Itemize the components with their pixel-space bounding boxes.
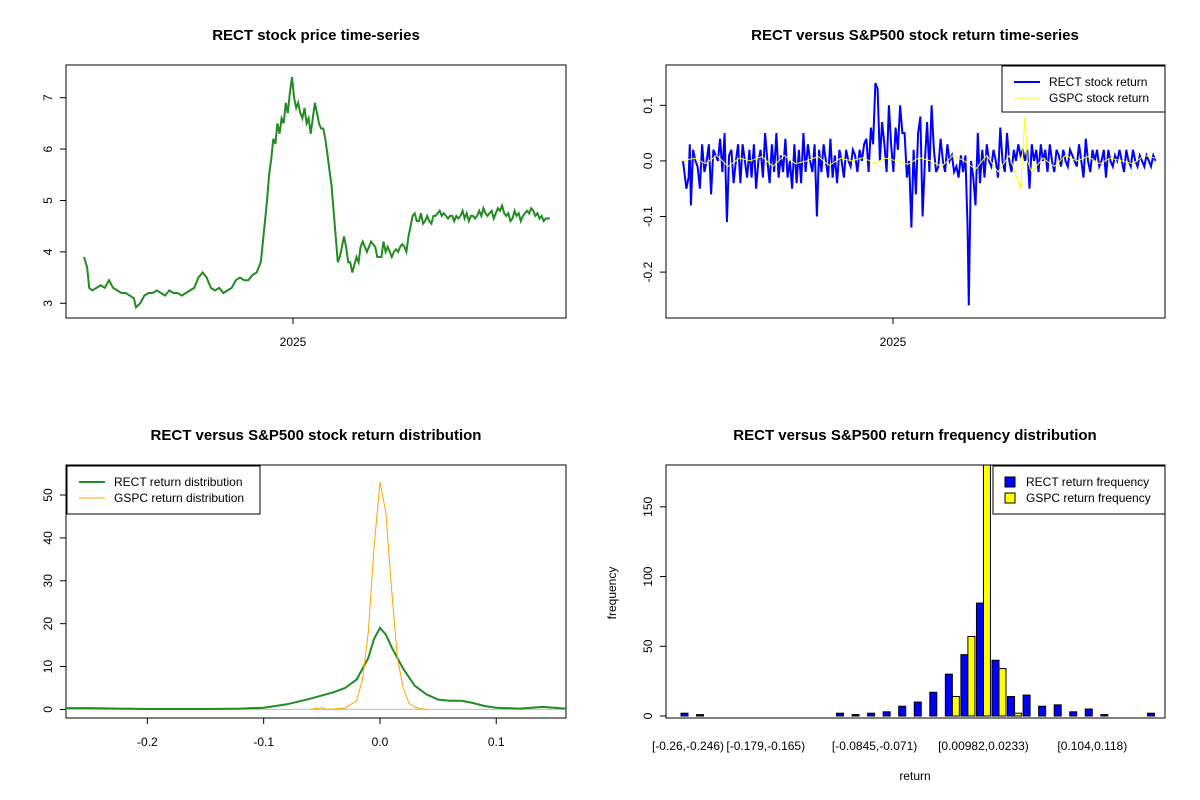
chart1-ytick-label: 6 — [41, 145, 55, 152]
chart2-legend — [1001, 65, 1166, 113]
chart4-title: RECT versus S&P500 return frequency dist… — [733, 427, 1096, 444]
chart3-xtick-label: 0.0 — [372, 735, 389, 749]
chart1-ytick-label: 5 — [41, 197, 55, 204]
chart4-ytick-label: 150 — [641, 497, 655, 517]
chart4-legend-label: RECT return frequency — [1026, 475, 1149, 489]
chart4-ytick-label: 100 — [641, 566, 655, 586]
chart4-bar-rect — [929, 691, 938, 717]
chart3-ytick-label: 30 — [41, 574, 55, 588]
chart4-bar-rect — [1147, 712, 1155, 717]
chart4-bar-rect — [867, 712, 876, 717]
chart1-price-timeseries: 3 4 5 6 7 2025 — [41, 64, 567, 349]
chart4-bar-rect — [1007, 695, 1016, 717]
chart4-bar-rect — [680, 712, 689, 717]
chart4-legend-swatch — [1004, 492, 1016, 504]
chart4-bar-rect — [696, 714, 705, 717]
chart4-xtick-label: [0.00982,0.0233) — [938, 739, 1029, 753]
chart4-bar-rect — [851, 714, 860, 717]
chart1-price-line — [83, 76, 550, 310]
chart3-plot-frame — [65, 464, 567, 719]
chart4-bar-rect — [975, 602, 984, 717]
chart4-bar-rect — [1038, 705, 1047, 717]
chart3-xtick-label: -0.2 — [137, 735, 158, 749]
chart4-bar-rect — [944, 673, 953, 717]
chart4-bar-rect — [991, 659, 1000, 717]
chart4-xtick-label: [-0.179,-0.165) — [726, 739, 805, 753]
chart2-ytick-label: -0.2 — [641, 261, 655, 282]
chart1-plot-frame — [65, 64, 567, 319]
chart4-bar-gspc — [982, 465, 991, 717]
chart3-legend-label: RECT return distribution — [114, 475, 243, 489]
chart4-bar-gspc — [951, 695, 960, 717]
chart3-title: RECT versus S&P500 stock return distribu… — [151, 427, 482, 444]
chart2-legend-label: RECT stock return — [1049, 75, 1147, 89]
chart3-ytick-label: 0 — [41, 706, 55, 713]
chart4-ytick-label: 0 — [641, 712, 655, 719]
chart4-frequency-histogram: 0 50 100 150 [-0.26,-0.246) [-0.179,-0.165) [-… — [641, 464, 1166, 753]
chart4-bar-gspc — [998, 668, 1007, 717]
chart3-return-distribution: 0 10 20 30 40 50 -0.2 -0.1 0.0 0.1 RECT return dis… — [41, 464, 567, 749]
chart4-bar-rect — [913, 701, 922, 717]
chart3-ytick-label: 20 — [41, 617, 55, 631]
chart4-xtick-label: [-0.0845,-0.071) — [832, 739, 917, 753]
chart1-title: RECT stock price time-series — [212, 27, 420, 44]
chart4-bar-rect — [1022, 694, 1031, 717]
chart3-xtick-label: -0.1 — [253, 735, 274, 749]
chart3-rect-density-line — [66, 626, 567, 710]
chart2-plot-frame — [665, 64, 1166, 319]
chart2-ytick-label: -0.1 — [641, 206, 655, 227]
chart2-ytick-label: 0.0 — [641, 152, 655, 169]
chart4-legend-label: GSPC return frequency — [1026, 491, 1151, 505]
chart2-ytick-label: 0.1 — [641, 97, 655, 114]
chart4-bars — [680, 465, 1155, 717]
chart4-xlabel: return — [899, 769, 930, 783]
chart4-xtick-label: [0.104,0.118) — [1057, 739, 1127, 753]
chart3-ytick-label: 10 — [41, 660, 55, 674]
chart3-legend-label: GSPC return distribution — [114, 491, 244, 505]
chart4-bar-gspc — [1014, 712, 1023, 717]
chart4-legend — [992, 465, 1166, 515]
chart2-title: RECT versus S&P500 stock return time-ser… — [751, 27, 1079, 44]
chart4-bar-rect — [898, 705, 907, 717]
chart1-xtick-label: 2025 — [280, 335, 307, 349]
chart4-ylabel: frequency — [605, 567, 619, 620]
chart4-plot-frame — [665, 464, 1166, 719]
chart2-xtick-label: 2025 — [880, 335, 907, 349]
chart1-ytick-label: 3 — [41, 300, 55, 307]
chart4-ytick-label: 50 — [641, 639, 655, 653]
chart4-bar-rect — [882, 711, 891, 717]
chart2-rect-return-line — [682, 82, 1157, 306]
chart3-ytick-label: 50 — [41, 488, 55, 502]
chart3-gspc-density-line — [310, 482, 427, 710]
chart4-bar-rect — [1100, 714, 1109, 717]
chart2-legend-label: GSPC stock return — [1049, 91, 1149, 105]
chart4-bar-gspc — [967, 636, 976, 717]
chart4-bar-rect — [836, 712, 844, 717]
chart4-bar-rect — [1053, 704, 1062, 717]
chart1-ytick-label: 4 — [41, 248, 55, 255]
chart2-gspc-return-line — [682, 116, 1156, 189]
chart3-ytick-label: 40 — [41, 531, 55, 545]
chart3-legend — [66, 465, 261, 515]
chart4-bar-rect — [1084, 708, 1093, 717]
chart4-bar-rect — [1069, 711, 1078, 717]
chart3-xtick-label: 0.1 — [488, 735, 505, 749]
chart1-ytick-label: 7 — [41, 94, 55, 101]
chart4-legend-swatch — [1004, 476, 1016, 488]
chart4-bar-rect — [960, 654, 969, 717]
chart2-return-timeseries: -0.2 -0.1 0.0 0.1 2025 RECT stock return GSPC … — [641, 64, 1166, 349]
chart4-xtick-label: [-0.26,-0.246) — [652, 739, 724, 753]
